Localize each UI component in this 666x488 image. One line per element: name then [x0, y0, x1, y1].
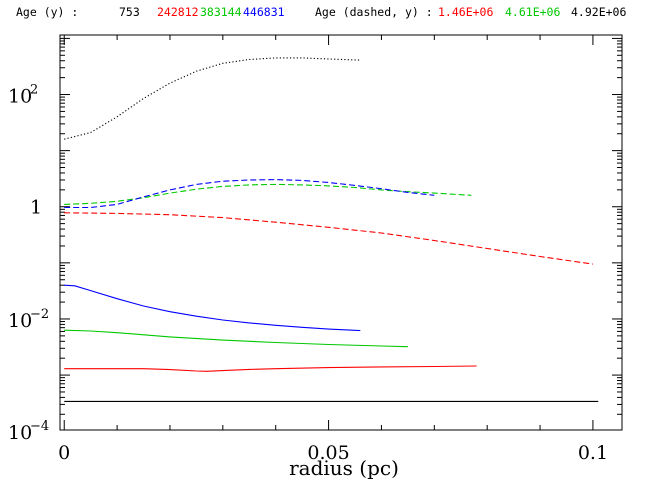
- age-value-black: 753: [119, 5, 140, 19]
- series-line-dashed-7: [64, 179, 435, 209]
- x-tick-label: 0.1: [578, 442, 608, 464]
- series-line-solid-3: [64, 284, 361, 332]
- plot-frame: [59, 34, 623, 431]
- dashed-age-value-green: 4.61E+06: [505, 5, 561, 19]
- dashed-age-value-black: 4.92E+06: [571, 5, 627, 19]
- x-tick-label: 0.05: [307, 442, 349, 464]
- series-line-dotted-4: [64, 57, 361, 140]
- age-header: Age (y) : 753 242812 383144 446831 Age (…: [0, 0, 666, 24]
- age-value-blue: 446831: [243, 5, 285, 19]
- dashed-age-value-red: 1.46E+06: [438, 5, 494, 19]
- x-axis-label: radius (pc): [289, 456, 399, 480]
- age-value-green: 383144: [200, 5, 242, 19]
- y-tick-exponent: −2: [30, 307, 49, 322]
- dashed-age-label: Age (dashed, y) :: [315, 5, 433, 19]
- y-tick-label: 1: [30, 197, 42, 219]
- axis-ticks: [60, 35, 622, 430]
- x-tick-label: 0: [58, 442, 70, 464]
- y-tick-exponent: −4: [30, 419, 49, 434]
- age-label: Age (y) :: [16, 5, 79, 19]
- series-line-solid-2: [64, 329, 408, 348]
- age-value-red: 242812: [157, 5, 199, 19]
- series-group: [64, 57, 599, 402]
- y-tick-label: 10: [8, 422, 32, 444]
- y-tick-exponent: 2: [30, 83, 38, 98]
- series-line-dashed-6: [64, 183, 472, 205]
- series-line-solid-1: [64, 365, 477, 372]
- y-tick-label: 10: [8, 310, 32, 332]
- series-line-dashed-5: [64, 212, 593, 265]
- y-tick-label: 10: [8, 86, 32, 108]
